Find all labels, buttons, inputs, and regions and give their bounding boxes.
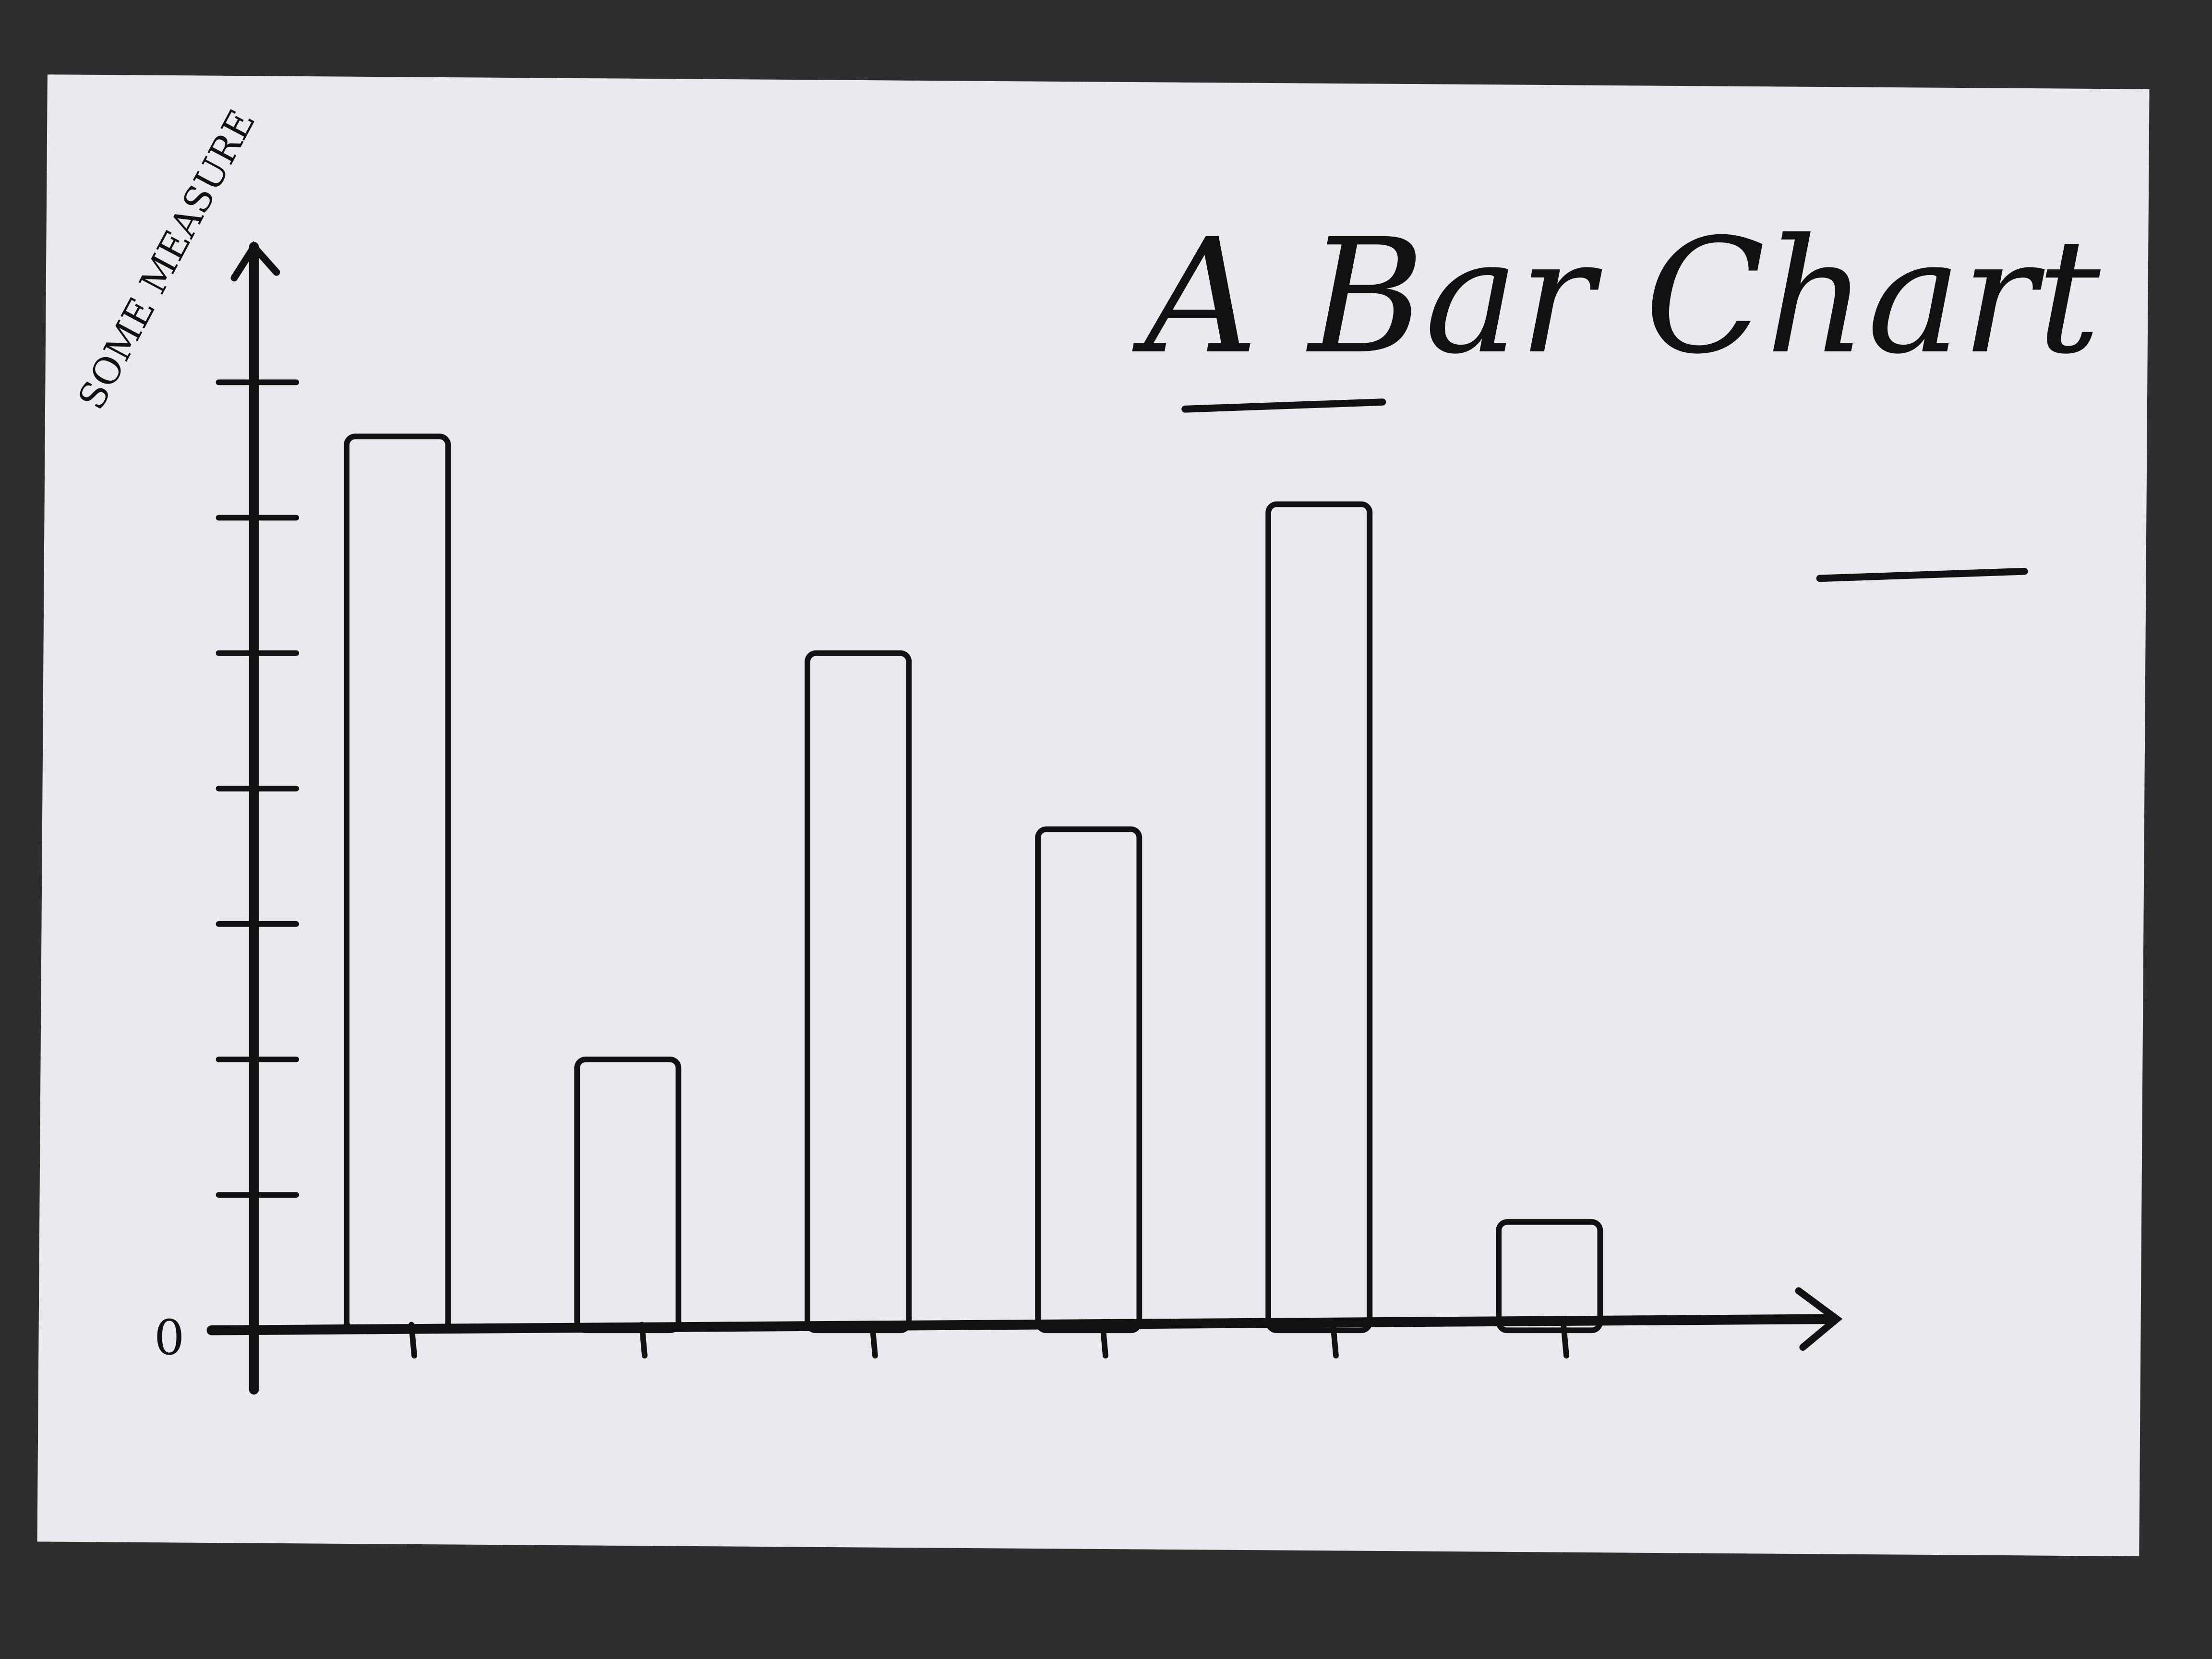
bar xyxy=(805,650,912,1334)
bar xyxy=(1035,826,1142,1334)
chart-title: A Bar Chart xyxy=(1132,204,2101,389)
paper-card xyxy=(37,74,2150,1557)
x-axis xyxy=(206,1314,1839,1335)
x-axis-arrow xyxy=(1795,1287,1843,1351)
title-decoration xyxy=(1181,398,1386,413)
y-tick-label: 0 xyxy=(154,1310,185,1366)
bar xyxy=(1265,501,1373,1334)
bar xyxy=(574,1057,682,1334)
bar xyxy=(1496,1219,1603,1334)
title-decoration xyxy=(1816,567,2028,582)
y-axis-arrow xyxy=(230,241,280,282)
bar xyxy=(344,433,451,1334)
